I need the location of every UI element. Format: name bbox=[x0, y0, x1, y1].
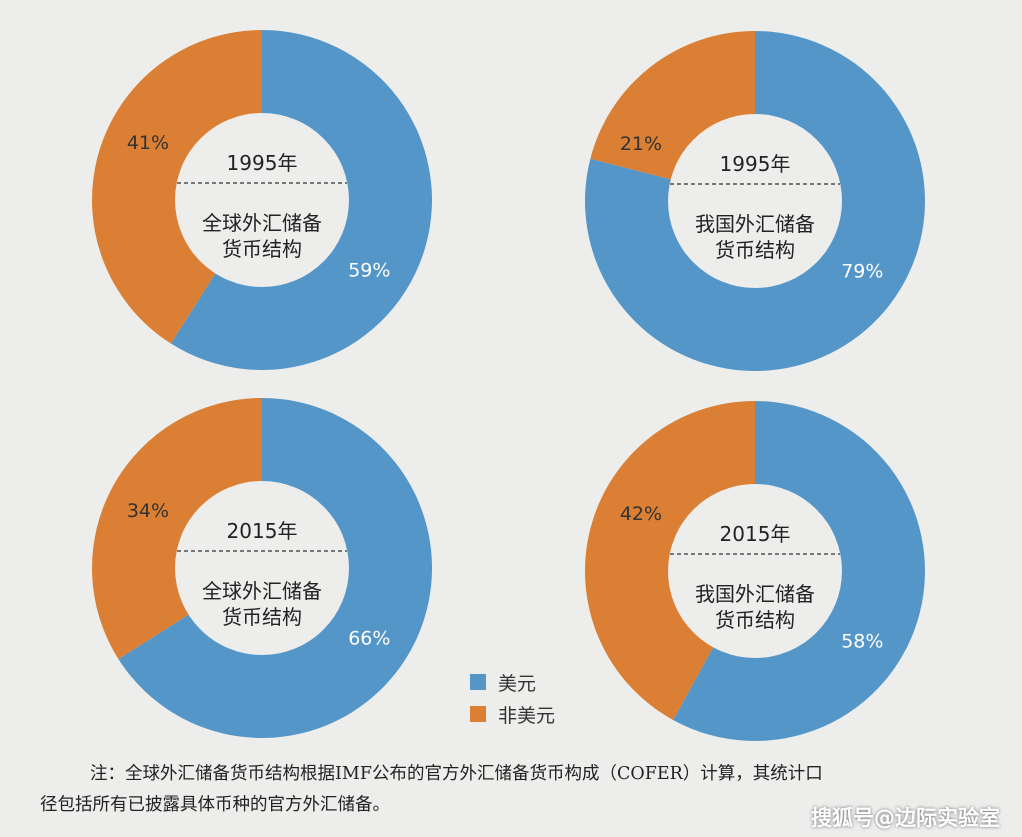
legend-item-usd: 美元 bbox=[470, 666, 555, 698]
donut-hole bbox=[175, 113, 349, 287]
year-label: 2015年 bbox=[720, 522, 791, 546]
legend-item-non-usd: 非美元 bbox=[470, 698, 555, 730]
donut-hole bbox=[175, 481, 349, 655]
legend: 美元 非美元 bbox=[470, 666, 555, 730]
label-usd-percent: 58% bbox=[841, 631, 883, 653]
center-label-line: 全球外汇储备 bbox=[202, 579, 322, 603]
center-label-line: 货币结构 bbox=[715, 608, 795, 632]
label-non-usd-percent: 42% bbox=[620, 503, 662, 525]
center-label-line: 全球外汇储备 bbox=[202, 211, 322, 235]
label-non-usd-percent: 21% bbox=[620, 133, 662, 155]
year-label: 1995年 bbox=[720, 152, 791, 176]
non-usd-swatch bbox=[470, 706, 486, 722]
label-usd-percent: 79% bbox=[841, 261, 883, 283]
donut-charts: 59%41%1995年全球外汇储备货币结构79%21%1995年我国外汇储备货币… bbox=[91, 29, 925, 741]
center-label-line: 货币结构 bbox=[222, 237, 302, 261]
center-label-line: 货币结构 bbox=[222, 605, 302, 629]
label-usd-percent: 59% bbox=[348, 260, 390, 282]
watermark: 搜狐号@边际实验室 bbox=[811, 806, 1000, 830]
center-label-line: 我国外汇储备 bbox=[695, 582, 815, 606]
donut-hole bbox=[668, 484, 842, 658]
footnote: 注：全球外汇储备货币结构根据IMF公布的官方外汇储备货币构成（COFER）计算，… bbox=[40, 759, 990, 821]
label-non-usd-percent: 34% bbox=[127, 500, 169, 522]
center-label-line: 我国外汇储备 bbox=[695, 212, 815, 236]
label-usd-percent: 66% bbox=[348, 628, 390, 650]
center-label-line: 货币结构 bbox=[715, 238, 795, 262]
legend-label-usd: 美元 bbox=[498, 672, 537, 695]
year-label: 1995年 bbox=[227, 151, 298, 175]
legend-label-non-usd: 非美元 bbox=[498, 704, 556, 727]
label-non-usd-percent: 41% bbox=[127, 132, 169, 154]
footnote-line-1: 注：全球外汇储备货币结构根据IMF公布的官方外汇储备货币构成（COFER）计算，… bbox=[90, 764, 823, 784]
footnote-line-2: 径包括所有已披露具体币种的官方外汇储备。 bbox=[40, 795, 390, 815]
year-label: 2015年 bbox=[227, 519, 298, 543]
usd-swatch bbox=[470, 674, 486, 690]
donut-hole bbox=[668, 114, 842, 288]
